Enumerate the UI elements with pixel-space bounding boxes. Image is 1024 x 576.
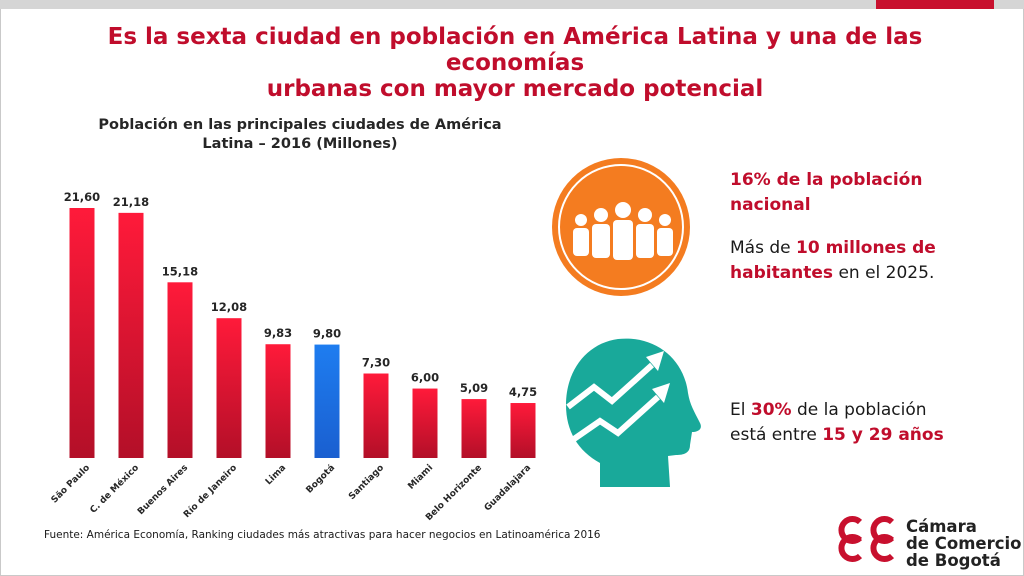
head-growth-icon (566, 338, 701, 487)
logo-line2: de Comercio (906, 534, 1022, 553)
bar-value-label-0: 21,60 (64, 190, 100, 204)
category-label-2: Buenos Aires (136, 463, 190, 517)
slide-title: Es la sexta ciudad en población en Améri… (60, 24, 970, 102)
stat2-pre: Más de (730, 238, 796, 258)
slide-title-line1: Es la sexta ciudad en población en Améri… (107, 24, 923, 76)
people-circle (552, 158, 690, 296)
chart-title: Población en las principales ciudades de… (80, 116, 520, 154)
bar-value-label-7: 6,00 (411, 371, 439, 385)
bar-5 (314, 344, 340, 458)
slide-title-line2: urbanas con mayor mercado potencial (266, 76, 764, 102)
bar-chart: 21,60 São Paulo 21,18 C. de México 15,18 Buen… (50, 190, 537, 523)
bar-value-label-9: 4,75 (509, 385, 537, 399)
bars-layer: 21,60 São Paulo 21,18 C. de México 15,18 Buen… (50, 190, 537, 523)
category-label-4: Lima (264, 463, 288, 487)
chart-title-line2: Latina – 2016 (Millones) (202, 136, 398, 152)
stat2-highlight1: 10 millones de (796, 238, 936, 258)
bar-8 (461, 399, 487, 458)
category-label-5: Bogotá (305, 463, 338, 496)
ccb-logo-text: Cámara de Comercio de Bogotá (906, 518, 1021, 569)
logo-line3: de Bogotá (906, 551, 1001, 570)
ccb-logo-icon (838, 516, 895, 562)
bar-value-label-3: 12,08 (211, 300, 247, 314)
bar-value-label-4: 9,83 (264, 326, 292, 340)
bar-value-label-8: 5,09 (460, 381, 488, 395)
stat3-highlight2: 15 y 29 años (822, 425, 944, 445)
top-bar-accent (876, 0, 994, 9)
source-note: Fuente: América Economía, Ranking ciudad… (44, 529, 601, 541)
category-label-6: Santiago (347, 463, 386, 502)
bar-7 (412, 388, 438, 458)
top-bar (0, 0, 1024, 9)
people-group-icon (573, 202, 673, 260)
bar-value-label-5: 9,80 (313, 327, 341, 341)
stat-2025-projection: Más de 10 millones de habitantes en el 2… (730, 236, 936, 286)
logo-line1: Cámara (906, 517, 977, 536)
stat2-post: en el 2025. (833, 263, 935, 283)
bar-4 (265, 344, 291, 458)
bar-value-label-2: 15,18 (162, 264, 198, 278)
stat3-pre2: está entre (730, 425, 823, 445)
category-label-0: São Paulo (50, 463, 92, 505)
category-label-1: C. de México (88, 462, 141, 515)
category-label-9: Guadalajara (483, 463, 533, 513)
bar-6 (363, 373, 389, 458)
bar-0 (69, 208, 95, 458)
stat1-line2: nacional (730, 195, 811, 215)
category-label-3: Río de Janeiro (182, 463, 239, 520)
people-circle-ring (558, 164, 684, 290)
stat3-highlight1: 30% (750, 400, 792, 420)
stat-youth-share: El 30% de la población está entre 15 y 2… (730, 398, 944, 448)
stat3-pre: El (730, 400, 751, 420)
bar-value-label-6: 7,30 (362, 356, 390, 370)
bar-9 (510, 403, 536, 458)
chart-title-line1: Población en las principales ciudades de… (98, 117, 502, 133)
stat1-line1: 16% de la población (730, 170, 923, 190)
stat2-highlight2: habitantes (730, 263, 834, 283)
stat3-mid: de la población (791, 400, 927, 420)
bar-2 (167, 282, 193, 458)
bar-3 (216, 318, 242, 458)
bar-value-label-1: 21,18 (113, 195, 149, 209)
bar-1 (118, 212, 144, 458)
category-label-7: Miami (406, 463, 435, 492)
stat-population-share: 16% de la población nacional (730, 168, 922, 218)
